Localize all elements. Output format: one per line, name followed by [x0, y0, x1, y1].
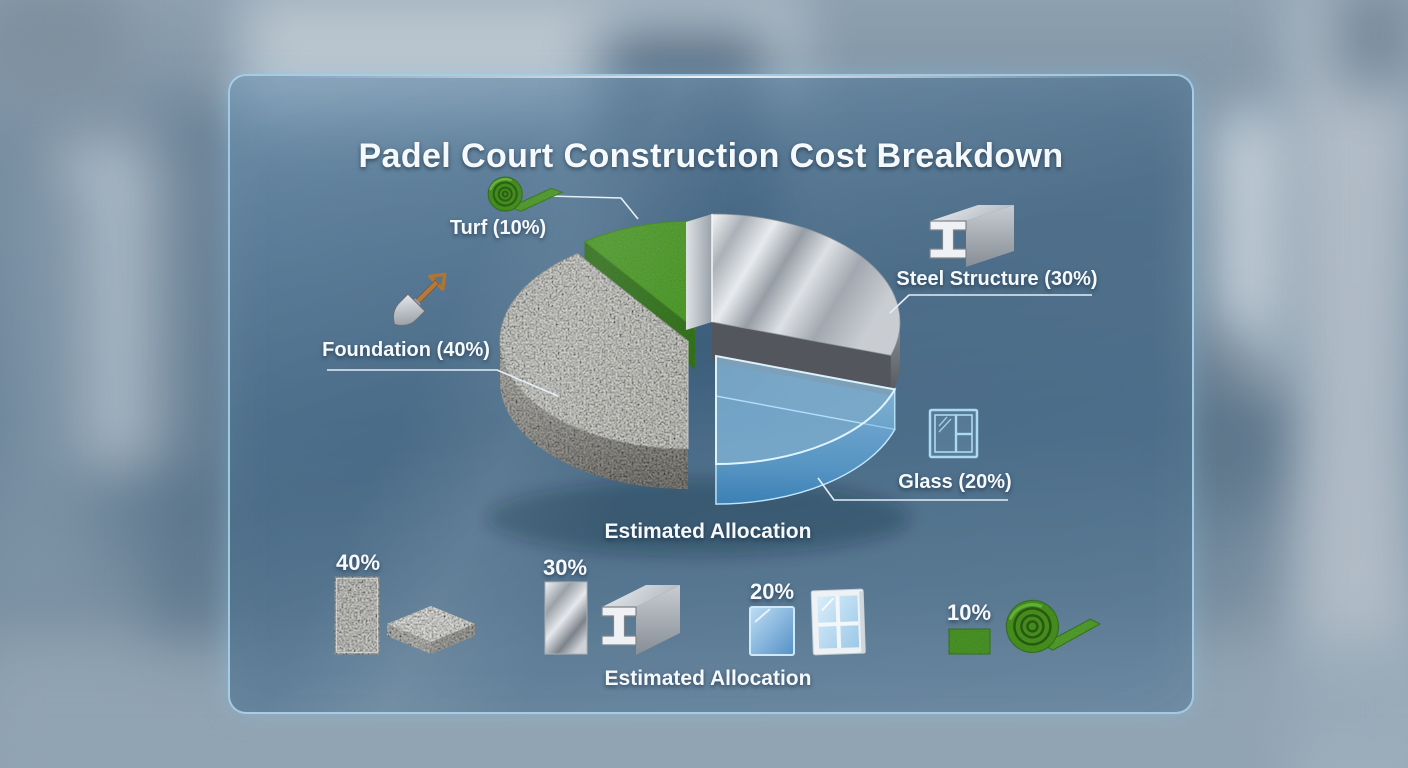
slice-label-steel: Steel Structure (30%): [896, 268, 1098, 290]
legend-turf-roll-icon: [1005, 599, 1101, 653]
window-icon: [928, 408, 979, 459]
legend-concrete-slab-icon: [387, 606, 475, 654]
leader-line-glass: [817, 477, 1008, 501]
page-title: Padel Court Construction Cost Breakdown: [358, 136, 1064, 175]
leader-line-steel: [889, 294, 1092, 314]
legend-item-steel: [544, 581, 680, 655]
pie-slice-steel: [686, 213, 901, 396]
legend-concrete-panel-icon: [334, 576, 380, 655]
legend-window-icon: [810, 588, 866, 656]
slice-label-glass: Glass (20%): [898, 471, 1012, 493]
slice-label-turf: Turf (10%): [449, 217, 547, 239]
caption-estimated-allocation-middle: Estimated Allocation: [604, 520, 812, 543]
caption-estimated-allocation-bottom: Estimated Allocation: [604, 667, 812, 690]
legend-pct-concrete: 40%: [335, 550, 381, 575]
slice-label-foundation: Foundation (40%): [322, 339, 490, 361]
legend-item-concrete: [334, 576, 475, 655]
legend-turf-swatch-icon: [948, 628, 991, 655]
leader-line-foundation: [327, 369, 559, 397]
steel-i-beam-icon: [929, 205, 1014, 267]
pie-chart-graphic: [327, 176, 1101, 656]
legend-pct-turf: 10%: [946, 600, 992, 625]
bg-beam-top-left: [0, 0, 120, 80]
legend-pct-glass: 20%: [749, 579, 795, 604]
shovel-icon: [392, 272, 447, 327]
turf-roll-icon: [487, 176, 564, 212]
legend-steel-panel-icon: [544, 581, 588, 655]
bg-dark-band-left: [150, 110, 230, 680]
pie-shadow: [486, 480, 910, 556]
legend-pct-steel: 30%: [542, 555, 588, 580]
bg-glass-wall-left: [0, 180, 90, 610]
leader-line-turf: [548, 195, 639, 220]
pie-slice-foundation: [499, 253, 689, 489]
legend-item-turf: [948, 599, 1101, 655]
glass-panel: Padel Court Construction Cost Breakdown …: [228, 74, 1194, 714]
pie-slice-glass: [715, 354, 897, 505]
legend-steel-beam-icon: [601, 585, 680, 655]
bg-beam-top-right: [1330, 0, 1408, 90]
legend-glass-swatch-icon: [749, 606, 795, 656]
legend-item-glass: [749, 588, 866, 656]
